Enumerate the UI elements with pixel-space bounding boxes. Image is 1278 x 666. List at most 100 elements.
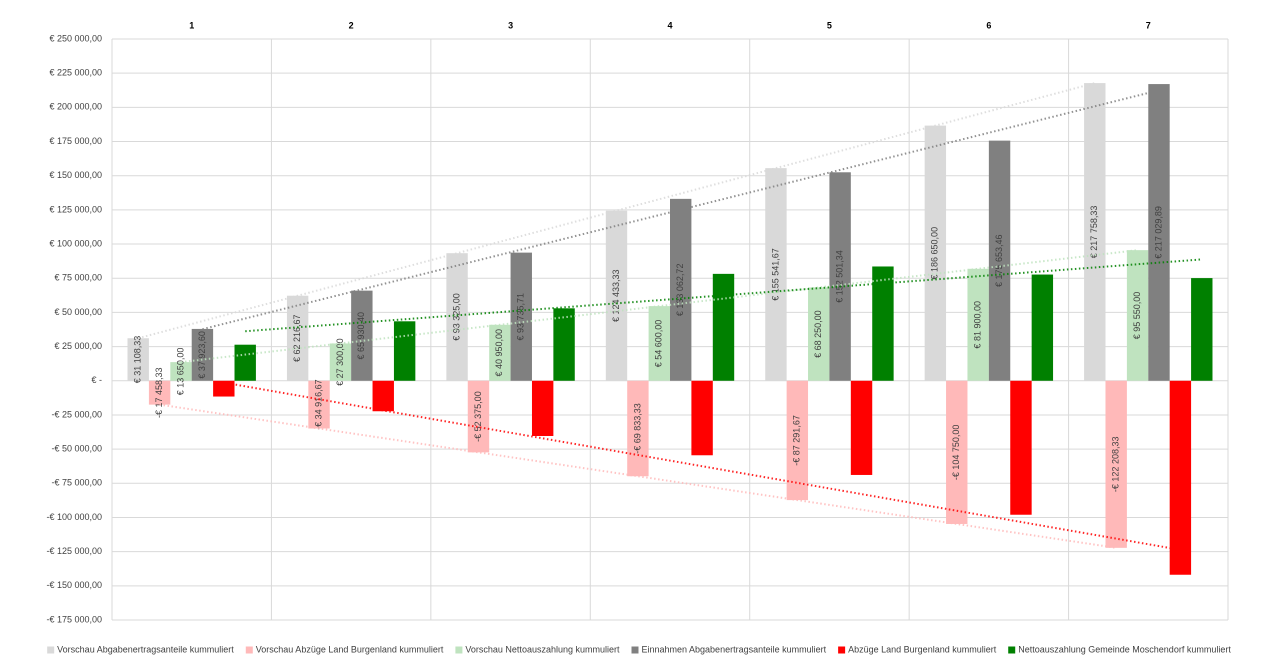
bar — [191, 328, 214, 381]
bar — [967, 268, 989, 381]
legend-label: Nettoauszahlung Gemeinde Moschendorf kum… — [1018, 644, 1231, 654]
data-label: -€ 87 291,67 — [792, 415, 802, 466]
bar — [1031, 274, 1054, 381]
data-label: € 152 501,34 — [835, 250, 845, 303]
bar — [213, 380, 235, 397]
bar — [127, 338, 149, 381]
bar — [170, 362, 192, 381]
bar — [286, 295, 309, 381]
x-tick-label: 3 — [508, 20, 513, 30]
bar — [924, 125, 947, 381]
bar — [553, 308, 575, 381]
bar — [351, 290, 373, 381]
y-tick-label: -€ 50 000,00 — [51, 443, 102, 453]
bar — [808, 287, 830, 381]
bar — [605, 210, 628, 381]
y-tick-label: € 100 000,00 — [49, 238, 102, 248]
bar — [670, 198, 692, 381]
data-label: € 40 950,00 — [494, 329, 504, 377]
bar — [872, 266, 894, 381]
y-tick-label: -€ 150 000,00 — [46, 580, 102, 590]
y-tick-label: € 225 000,00 — [49, 68, 102, 78]
y-tick-label: € 25 000,00 — [54, 341, 102, 351]
bar — [1084, 83, 1106, 381]
legend-label: Abzüge Land Burgenland kummuliert — [848, 644, 997, 654]
bar — [627, 380, 649, 477]
bar — [446, 253, 468, 381]
legend-label: Vorschau Abzüge Land Burgenland kummulie… — [256, 644, 444, 654]
data-label: -€ 52 375,00 — [473, 391, 483, 442]
x-tick-label: 4 — [667, 20, 672, 30]
bar — [1010, 380, 1032, 515]
data-label: € 186 650,00 — [930, 227, 940, 280]
bar — [393, 321, 416, 381]
data-label: € 68 250,00 — [813, 310, 823, 358]
data-label: € 13 650,00 — [175, 348, 185, 396]
bar — [850, 380, 873, 475]
y-tick-label: € 50 000,00 — [54, 307, 102, 317]
data-label: € 81 900,00 — [973, 301, 983, 349]
data-label: € 217 758,33 — [1089, 206, 1099, 259]
bar — [489, 324, 511, 381]
y-tick-label: € 75 000,00 — [54, 273, 102, 283]
bar — [308, 380, 330, 429]
data-label: € 54 600,00 — [654, 320, 664, 368]
x-tick-label: 1 — [189, 20, 194, 30]
legend-swatch — [838, 646, 846, 654]
trendline — [159, 403, 1117, 549]
bar — [372, 380, 394, 412]
bar — [765, 168, 787, 381]
legend-swatch — [245, 646, 253, 654]
bar — [1126, 250, 1149, 381]
legend-label: Einnahmen Abgabenertragsanteile kummulie… — [642, 644, 827, 654]
bar — [510, 252, 532, 381]
x-tick-label: 2 — [349, 20, 354, 30]
bar — [329, 343, 352, 381]
legend-label: Vorschau Abgabenertragsanteile kummulier… — [57, 644, 234, 654]
x-tick-label: 6 — [986, 20, 991, 30]
bar — [1169, 380, 1192, 575]
data-label: -€ 122 208,33 — [1111, 437, 1121, 493]
bar — [691, 380, 713, 456]
data-label: € 65 930,40 — [356, 312, 366, 360]
y-tick-label: € 175 000,00 — [49, 136, 102, 146]
data-label: € 31 108,33 — [133, 336, 143, 384]
bar — [988, 140, 1011, 381]
y-tick-label: € 250 000,00 — [49, 33, 102, 43]
bar — [1148, 84, 1170, 381]
data-label: -€ 34 916,67 — [313, 379, 323, 430]
bar — [946, 380, 968, 524]
y-tick-label: € - — [91, 375, 102, 385]
trendline — [137, 82, 1096, 340]
data-label: € 62 216,67 — [292, 314, 302, 362]
trendline — [202, 89, 1160, 331]
bar — [531, 380, 554, 436]
y-tick-label: € 200 000,00 — [49, 102, 102, 112]
data-label: € 133 062,72 — [675, 264, 685, 317]
y-tick-label: -€ 25 000,00 — [51, 409, 102, 419]
bar — [712, 273, 735, 381]
data-label: € 37 923,60 — [197, 331, 207, 379]
y-tick-label: € 125 000,00 — [49, 204, 102, 214]
bar — [786, 380, 809, 501]
data-label: € 95 550,00 — [1132, 292, 1142, 340]
trendline — [180, 249, 1138, 364]
data-label: € 27 300,00 — [335, 338, 345, 386]
x-tick-label: 5 — [827, 20, 832, 30]
data-label: € 124 433,33 — [611, 269, 621, 322]
bar — [1105, 380, 1127, 548]
bar — [467, 380, 490, 453]
data-label: € 155 541,67 — [770, 248, 780, 301]
legend-swatch — [1008, 646, 1016, 654]
bar — [648, 306, 670, 381]
y-tick-label: € 150 000,00 — [49, 170, 102, 180]
data-label: € 175 653,46 — [994, 234, 1004, 287]
legend: Vorschau Abgabenertragsanteile kummulier… — [47, 644, 1231, 654]
data-label: € 217 029,89 — [1153, 206, 1163, 259]
data-label: € 93 325,00 — [451, 293, 461, 341]
data-label: -€ 17 458,33 — [154, 367, 164, 418]
legend-swatch — [631, 646, 639, 654]
bar — [1191, 278, 1213, 381]
data-label: -€ 69 833,33 — [632, 403, 642, 454]
